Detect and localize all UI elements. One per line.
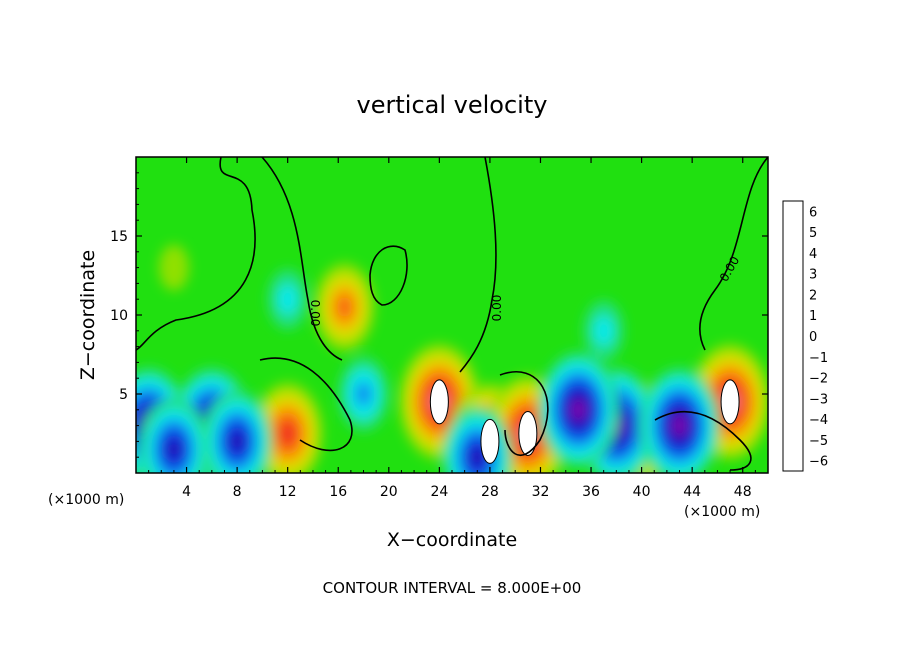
x-tick-label: 4 [182, 484, 191, 500]
colorbar-tick-label: −5 [809, 434, 828, 449]
velocity-level [593, 315, 614, 346]
zero-contour-line [261, 157, 343, 361]
x-tick-label: 48 [734, 484, 752, 500]
zero-contour-line [136, 157, 256, 351]
saturated-core [518, 411, 538, 456]
saturated-core [429, 379, 449, 425]
y-axis: 5 10 15 [110, 172, 768, 458]
velocity-level [337, 296, 353, 319]
x-tick-label: 20 [380, 484, 398, 500]
zero-contour-line [459, 157, 497, 373]
y-tick-label: 10 [110, 308, 128, 324]
velocity-level [280, 423, 295, 444]
colorbar-frame [782, 200, 804, 472]
x-unit-right: (×1000 m) [684, 504, 760, 520]
zero-contours [136, 157, 768, 471]
colorbar-tick-label: 5 [809, 226, 817, 241]
velocity-level [571, 400, 586, 420]
y-tick-label: 5 [119, 387, 128, 403]
colorbar-tick-label: 1 [809, 309, 817, 324]
x-tick-label: 40 [633, 484, 651, 500]
velocity-level [230, 431, 245, 452]
velocity-level [158, 244, 189, 291]
colorbar-tick-label: 6 [809, 205, 817, 220]
y-tick-label: 15 [110, 229, 128, 245]
velocity-level [672, 415, 687, 436]
saturated-core [720, 379, 740, 425]
colorbar: 6 5 4 3 2 1 0 −1 −2 −3 −4 −5 −6 [782, 200, 828, 472]
x-axis: 4 8 12 16 20 24 28 32 36 40 44 48 [148, 157, 756, 500]
x-tick-label: 32 [532, 484, 550, 500]
x-tick-label: 12 [279, 484, 297, 500]
zero-contour-line [699, 157, 768, 351]
x-tick-label: 28 [481, 484, 499, 500]
contour-interval-note: CONTOUR INTERVAL = 8.000E+00 [323, 579, 582, 597]
x-tick-label: 44 [683, 484, 701, 500]
colorbar-tick-label: −2 [809, 372, 828, 387]
x-tick-label: 16 [329, 484, 347, 500]
x-axis-label: X−coordinate [387, 529, 517, 551]
velocity-level [166, 439, 181, 460]
colorbar-tick-label: −6 [809, 455, 828, 470]
zero-contour-line [654, 410, 752, 471]
zero-contour-line [369, 245, 408, 306]
colorbar-tick-label: 0 [809, 330, 817, 345]
x-tick-label: 8 [233, 484, 242, 500]
velocity-field [136, 244, 768, 473]
velocity-level [277, 284, 298, 315]
zero-contour-line [499, 371, 549, 456]
colorbar-tick-label: −3 [809, 392, 828, 407]
zero-contour-line [259, 357, 353, 452]
velocity-level [470, 447, 485, 468]
y-axis-label: Z−coordinate [77, 250, 99, 380]
x-tick-label: 36 [582, 484, 600, 500]
colorbar-tick-label: −4 [809, 413, 828, 428]
contour-label: 0.00 [308, 300, 322, 327]
contour-label: 0.00 [490, 295, 504, 322]
colorbar-tick-label: −1 [809, 351, 828, 366]
colorbar-tick-label: 4 [809, 247, 817, 262]
x-unit-left: (×1000 m) [48, 492, 124, 508]
colorbar-tick-label: 3 [809, 268, 817, 283]
velocity-level [355, 381, 372, 407]
saturated-core [480, 418, 500, 464]
chart-title: vertical velocity [357, 91, 548, 119]
x-tick-label: 24 [430, 484, 448, 500]
colorbar-tick-label: 2 [809, 289, 817, 304]
